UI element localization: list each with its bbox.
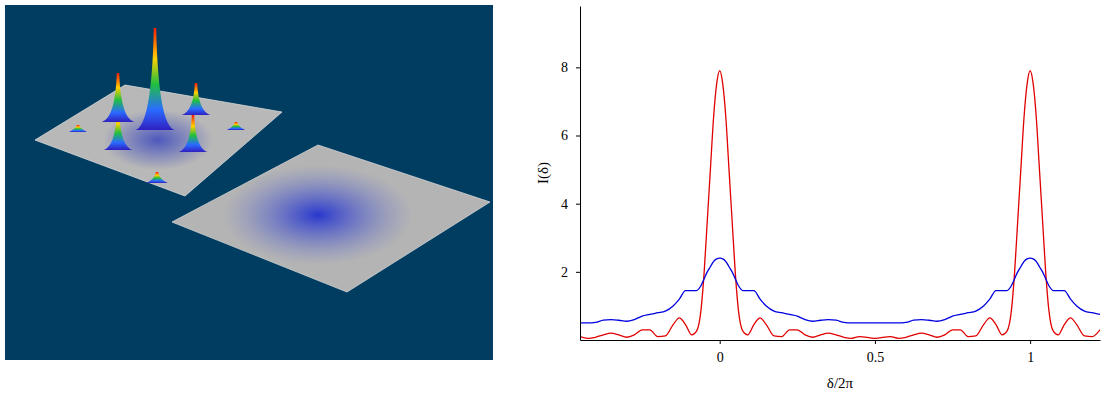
- peak: [69, 125, 87, 132]
- x-tick-mark: [875, 340, 876, 344]
- x-tick: 0: [717, 340, 724, 365]
- x-tick: 1: [1027, 340, 1034, 365]
- x-tick: 0.5: [867, 340, 885, 365]
- rendering-background: [5, 5, 493, 360]
- x-tick-label: 0.5: [867, 350, 885, 365]
- y-tick-label: 6: [561, 128, 568, 143]
- y-tick-mark: [576, 67, 580, 68]
- y-axis: 2 4 6 8: [561, 7, 581, 341]
- y-tick: 4: [561, 197, 580, 212]
- x-axis-line: [581, 340, 1101, 341]
- peak: [179, 115, 208, 152]
- x-tick-label: 0: [717, 350, 724, 365]
- y-axis-line: [580, 7, 581, 341]
- peak: [135, 28, 175, 130]
- x-tick-mark: [1030, 340, 1031, 344]
- y-tick: 8: [561, 60, 580, 75]
- rendering: [5, 5, 493, 360]
- y-tick-label: 4: [561, 197, 568, 212]
- series-line: [580, 71, 1100, 339]
- y-tick-mark: [576, 272, 580, 273]
- peak: [227, 122, 245, 130]
- y-tick-mark: [576, 136, 580, 137]
- x-axis-title: δ/2π: [827, 375, 854, 391]
- y-tick-label: 2: [561, 265, 568, 280]
- series-line: [580, 258, 1100, 323]
- y-tick: 2: [561, 265, 580, 280]
- x-axis: 00.51: [581, 340, 1101, 365]
- plate-back: [172, 145, 490, 292]
- peak: [102, 73, 134, 122]
- peak: [182, 83, 211, 115]
- y-tick-mark: [576, 204, 580, 205]
- plot-area: [580, 71, 1100, 339]
- x-tick-mark: [720, 340, 721, 344]
- y-axis-title: I(δ): [535, 162, 552, 184]
- y-tick-label: 8: [561, 60, 568, 75]
- plate-glow: [223, 165, 413, 265]
- y-tick: 6: [561, 128, 580, 143]
- x-tick-label: 1: [1027, 350, 1034, 365]
- peak: [146, 172, 168, 183]
